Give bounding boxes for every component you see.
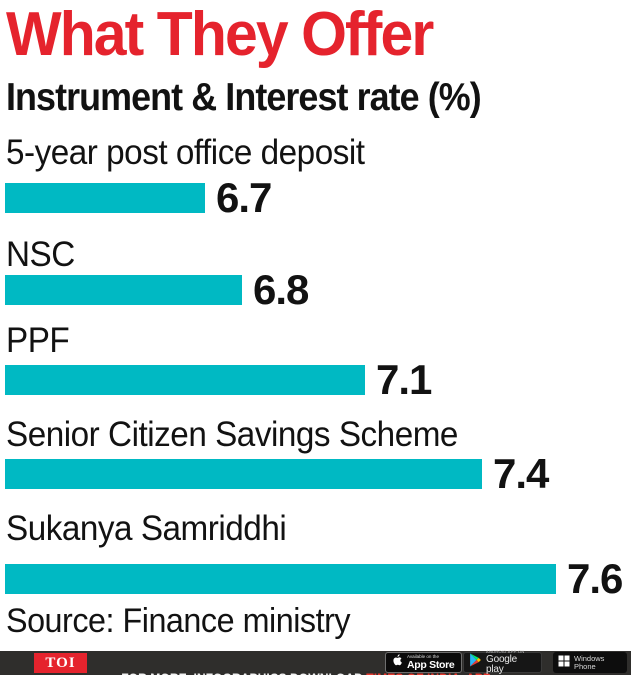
app-store-badge[interactable]: Available on the App Store — [385, 652, 462, 673]
google-play-label: Google play — [486, 654, 518, 675]
bar-row: 7.6 — [5, 555, 623, 602]
bar-value-label: 7.6 — [567, 555, 623, 602]
bar — [5, 459, 482, 489]
windows-phone-label-line1: Windows — [574, 654, 605, 663]
bar-value-label: 6.8 — [253, 266, 309, 313]
bar-category-label: PPF — [6, 321, 70, 360]
bar-row: 7.1 — [5, 356, 432, 403]
bar-row: 6.8 — [5, 266, 309, 313]
bar-category-label: Sukanya Samriddhi — [6, 509, 287, 548]
bar — [5, 564, 556, 594]
google-play-icon — [469, 653, 482, 672]
toi-logo: TOI — [34, 653, 87, 673]
bar — [5, 275, 242, 305]
page-title: What They Offer — [6, 0, 434, 69]
footer-promo-text: FOR MORE INFOGRAPHICS DOWNLOAD TIMES OF … — [101, 656, 491, 675]
google-play-badge[interactable]: ANDROID APP ON Google play — [463, 649, 542, 675]
bar-value-label: 7.1 — [376, 356, 432, 403]
windows-icon — [558, 654, 570, 672]
bar — [5, 365, 365, 395]
google-play-tagline: ANDROID APP ON — [486, 649, 525, 654]
app-store-label: App Store — [407, 659, 455, 671]
bar — [5, 183, 205, 213]
windows-phone-badge[interactable]: Windows Phone — [553, 652, 627, 673]
bar-value-label: 6.7 — [216, 174, 272, 221]
footer-text-white: FOR MORE INFOGRAPHICS DOWNLOAD — [121, 671, 366, 675]
bar-value-label: 7.4 — [493, 450, 549, 497]
footer-bar: TOI FOR MORE INFOGRAPHICS DOWNLOAD TIMES… — [0, 649, 631, 675]
bar-row: 7.4 — [5, 450, 549, 497]
bar-category-label: 5-year post office deposit — [6, 133, 365, 172]
windows-phone-label-line2: Phone — [574, 661, 596, 671]
apple-icon — [391, 653, 403, 672]
bar-row: 6.7 — [5, 174, 272, 221]
source-note: Source: Finance ministry — [6, 602, 351, 640]
chart-subtitle: Instrument & Interest rate (%) — [6, 76, 482, 119]
app-store-tagline: Available on the — [407, 653, 439, 659]
bar-category-label: Senior Citizen Savings Scheme — [6, 415, 458, 454]
footer-text-red: TIMES OF INDIA APP — [366, 671, 491, 675]
bar-category-label: NSC — [6, 235, 75, 274]
